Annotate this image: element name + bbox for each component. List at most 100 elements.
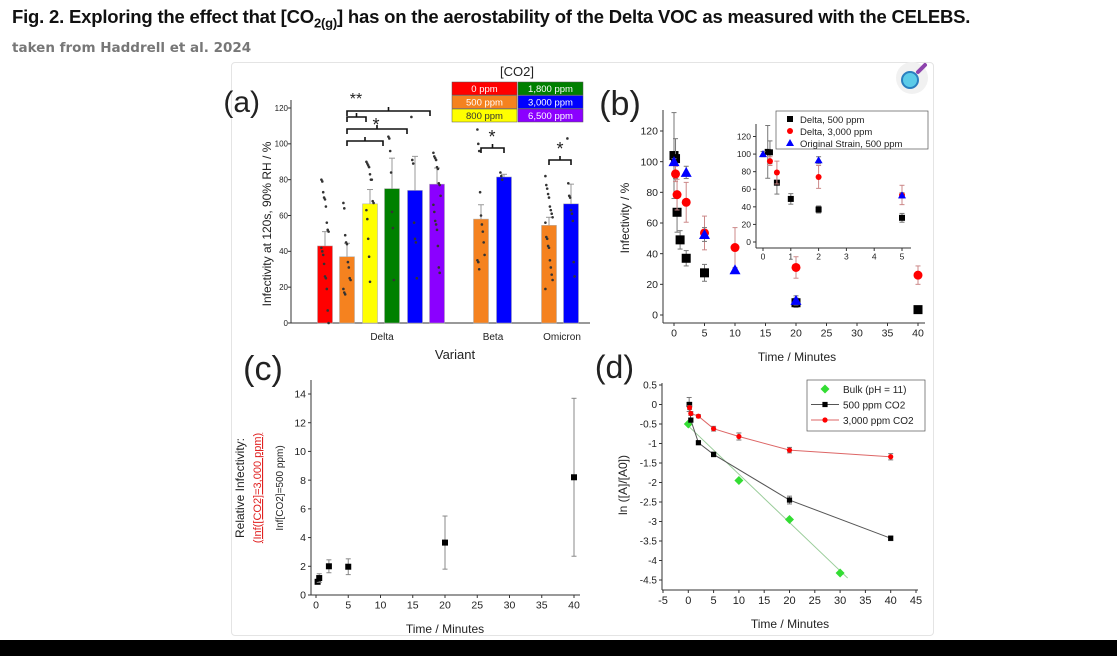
c-y-axis-tick-label: 10 [294, 446, 306, 458]
a-data-point [323, 198, 327, 201]
a-legend-swatch [451, 81, 518, 96]
a-legend-label: 500 ppm [466, 98, 503, 109]
a-data-point [367, 255, 371, 259]
a-significance-label: * [488, 127, 495, 147]
a-legend-label: 1,800 ppm [528, 84, 573, 95]
a-significance-bracket [346, 113, 367, 122]
a-data-point [566, 137, 569, 140]
c-x-axis-tick-label: 10 [375, 600, 387, 612]
a-data-point [481, 230, 485, 233]
panel-label-b: (b) [599, 85, 641, 123]
b-inset-data-point [759, 150, 767, 158]
c-x-axis-tick-label: 20 [439, 600, 451, 612]
d-data-point [686, 405, 693, 411]
d-legend-marker [822, 401, 828, 408]
b-inset-series [766, 156, 905, 206]
a-data-point [570, 212, 574, 216]
c-x-axis-tick-label: 0 [313, 600, 319, 612]
a-data-point [321, 180, 324, 183]
a-data-point [415, 276, 419, 280]
magnifier-icon[interactable] [896, 62, 928, 94]
a-data-point [548, 205, 552, 208]
a-data-point [433, 210, 436, 214]
d-x-axis-tick-label: 25 [809, 595, 821, 607]
a-data-point [547, 246, 551, 250]
a-data-point [499, 171, 502, 174]
b-inset-x-axis-tick-label: 4 [872, 252, 877, 262]
c-x-axis-tick-label: 15 [407, 600, 419, 612]
b-y-axis-tick-label: 40 [646, 248, 658, 260]
b-data-point [791, 262, 801, 272]
d-legend-label: 500 ppm CO2 [843, 401, 906, 412]
b-legend-marker [787, 128, 793, 134]
c-y-label-line1: Relative Infectivity: [233, 438, 247, 538]
a-data-point [432, 151, 435, 155]
b-legend-label: Original Strain, 500 ppm [800, 139, 903, 150]
d-x-axis-tick-label: 45 [910, 595, 922, 607]
a-data-point [479, 214, 483, 217]
a-data-point [346, 260, 350, 264]
b-inset-data-point [814, 156, 823, 164]
d-x-axis-tick-label: 10 [733, 595, 745, 607]
b-inset-y-axis-tick-label: 0 [746, 237, 751, 247]
a-data-point [343, 207, 346, 210]
a-data-point [477, 142, 480, 146]
a-data-point [549, 266, 553, 269]
a-data-point [478, 190, 482, 194]
a-y-axis-tick-label: 40 [279, 247, 288, 256]
a-data-point [548, 258, 552, 262]
a-data-point [368, 280, 372, 284]
b-data-point [790, 294, 802, 305]
d-data-point [686, 401, 693, 408]
a-data-point [500, 174, 503, 178]
a-bar-group [384, 135, 400, 324]
d-data-point [786, 447, 793, 453]
a-data-point [434, 158, 438, 162]
a-data-point [439, 194, 442, 198]
d-data-point [711, 426, 717, 432]
d-y-axis-tick-label: -0.5 [640, 420, 658, 431]
b-data-point [699, 229, 710, 239]
a-y-axis-tick-label: 20 [279, 283, 288, 292]
a-data-point [324, 205, 328, 208]
d-legend-label: Bulk (pH = 11) [843, 385, 906, 396]
title-text-end: ] has on the aerostability of the Delta … [337, 6, 971, 27]
a-data-point [482, 241, 486, 244]
a-data-point [476, 128, 479, 131]
a-data-point [343, 233, 347, 237]
b-x-axis-tick-label: 35 [882, 328, 894, 340]
b-x-axis-tick-label: 20 [790, 328, 802, 340]
d-data-point [888, 454, 894, 460]
b-inset-y-axis-tick-label: 100 [737, 149, 751, 159]
a-significance-label: * [556, 139, 563, 159]
a-legend-swatch [517, 108, 584, 123]
c-data-point [316, 575, 323, 582]
a-legend-label: 800 ppm [466, 111, 503, 122]
d-x-axis-tick-label: 30 [834, 595, 846, 607]
b-x-label: Time / Minutes [758, 350, 836, 364]
panel-label-c: (c) [243, 350, 283, 388]
a-data-point [347, 266, 351, 269]
a-data-point [438, 183, 442, 187]
a-data-point [545, 237, 549, 241]
a-significance-bracket [346, 125, 408, 134]
a-bar-group [473, 128, 489, 324]
d-data-point [786, 497, 793, 503]
d-data-point [785, 515, 794, 525]
d-y-axis-tick-label: -3.5 [640, 537, 658, 548]
b-inset-data-point [815, 173, 822, 180]
a-data-point [343, 293, 347, 296]
a-legend-swatch [451, 108, 518, 123]
a-significance-bracket [346, 137, 384, 146]
a-data-point [545, 187, 549, 190]
c-series [314, 397, 577, 585]
magnifier-lens [901, 71, 919, 89]
a-data-point [544, 221, 547, 224]
b-inset-series [764, 125, 905, 223]
a-data-point [544, 287, 547, 291]
a-significance-bracket [480, 144, 505, 153]
a-data-point [320, 246, 323, 250]
a-data-point [366, 217, 369, 221]
b-inset-data-point [899, 214, 905, 221]
a-data-point [571, 219, 575, 223]
